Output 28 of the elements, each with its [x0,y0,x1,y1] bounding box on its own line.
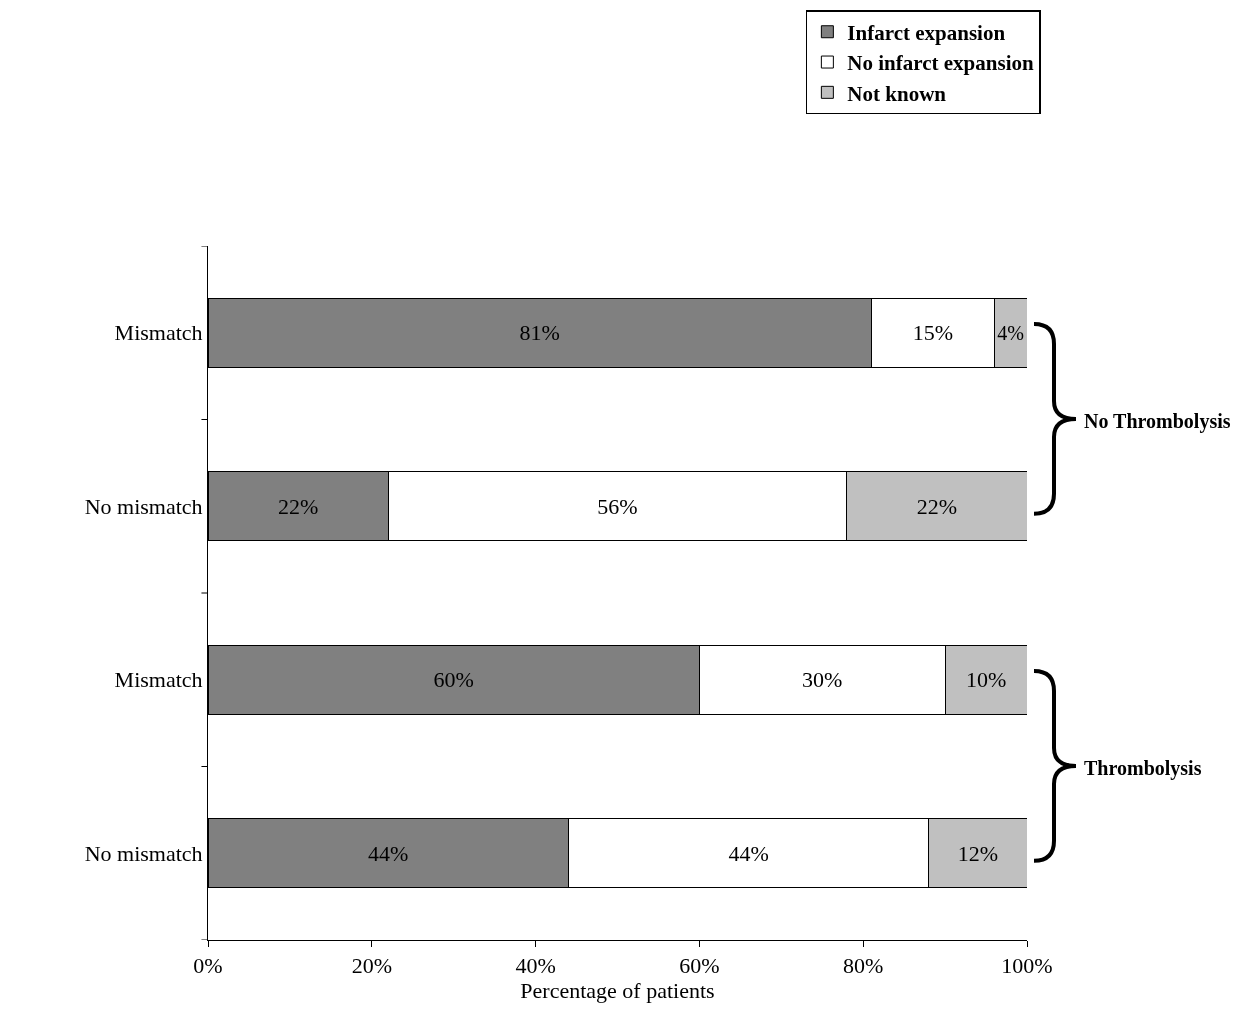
legend-label: Not known [847,81,947,106]
x-tick-label: 100% [1001,953,1053,979]
x-axis-title: Percentage of patients [520,978,715,1004]
legend-label: Infarct expansion [847,20,1006,45]
data-label: 44% [368,840,409,866]
data-label: 44% [728,840,769,866]
data-label: 22% [916,493,958,519]
data-label: 60% [433,667,474,693]
data-label: 56% [597,493,638,519]
data-label: 15% [912,320,953,346]
data-label: 12% [957,840,999,866]
data-label: 10% [965,667,1007,693]
x-tick-label: 40% [515,953,556,979]
data-label: 30% [802,667,843,693]
x-tick-label: 80% [843,953,884,979]
y-tick-label: No mismatch [84,493,203,519]
y-tick-label: Mismatch [114,667,203,693]
y-tick-label: No mismatch [84,840,203,866]
y-tick-label: Mismatch [114,320,203,346]
data-label: 4% [997,321,1025,344]
x-tick-label: 60% [679,953,720,979]
x-tick-label: 20% [351,953,392,979]
data-label: 81% [519,320,560,346]
data-label: 22% [277,493,319,519]
legend-label: No infarct expansion [847,51,1034,76]
text: Thrombolysis [1084,756,1203,782]
x-tick-label: 0% [193,953,223,979]
text: No Thrombolysis [1084,408,1232,434]
